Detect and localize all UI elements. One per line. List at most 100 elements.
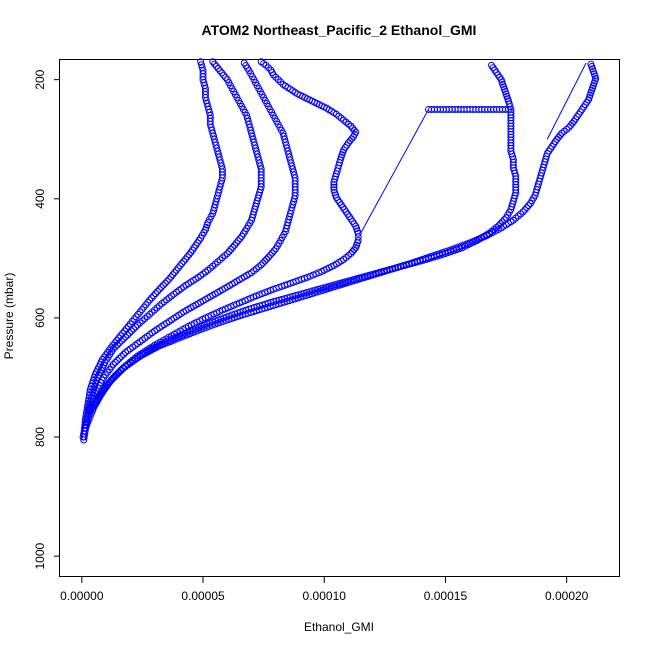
y-axis-title: Pressure (mbar) — [2, 273, 16, 360]
data-point — [119, 335, 127, 343]
data-point — [174, 264, 182, 272]
data-point — [209, 58, 217, 66]
data-point — [146, 296, 154, 304]
plot-area — [79, 58, 600, 444]
data-point — [223, 250, 231, 258]
data-point — [264, 64, 272, 72]
data-point — [181, 255, 189, 263]
data-point — [150, 292, 158, 300]
data-point — [155, 285, 163, 293]
data-point — [568, 119, 576, 127]
data-point — [236, 235, 244, 243]
data-point — [128, 327, 136, 335]
data-point — [227, 245, 235, 253]
data-point — [280, 132, 288, 140]
y-tick-label: 600 — [33, 308, 47, 328]
data-point — [171, 268, 179, 276]
data-point — [272, 73, 280, 81]
data-point — [185, 251, 193, 259]
data-point — [264, 253, 272, 261]
data-point — [349, 124, 357, 132]
data-point — [267, 66, 275, 74]
data-point — [109, 360, 117, 368]
data-point — [106, 378, 114, 386]
data-point — [231, 241, 239, 249]
y-axis: 200 400 600 800 1000 — [33, 69, 60, 570]
data-point — [148, 294, 156, 302]
data-point — [502, 105, 510, 113]
data-point — [125, 329, 133, 337]
data-point — [159, 281, 167, 289]
data-point — [274, 76, 282, 84]
data-point — [218, 69, 226, 77]
data-point — [330, 186, 338, 194]
data-point — [211, 60, 219, 68]
y-tick-label: 800 — [33, 427, 47, 447]
data-point — [259, 259, 267, 267]
x-tick-label: 0.00005 — [181, 589, 225, 603]
data-point — [104, 380, 112, 388]
data-point — [261, 257, 269, 265]
data-point — [225, 247, 233, 255]
data-point — [113, 341, 121, 349]
data-point — [330, 183, 338, 191]
data-point — [223, 76, 231, 84]
data-point — [178, 260, 186, 268]
data-point — [119, 350, 127, 358]
data-point — [214, 64, 222, 72]
data-point — [176, 262, 184, 270]
data-point — [113, 356, 121, 364]
x-axis: 0.00000 0.00005 0.00010 0.00015 0.00020 — [60, 577, 589, 603]
data-point — [102, 382, 110, 390]
data-point — [257, 261, 265, 269]
data-point — [240, 59, 248, 67]
data-point — [165, 275, 173, 283]
data-point — [111, 343, 119, 351]
data-point — [212, 62, 220, 70]
data-point — [169, 271, 177, 279]
x-axis-title: Ethanol_GMI — [304, 620, 374, 634]
data-point — [153, 287, 161, 295]
data-point — [183, 253, 191, 261]
data-point — [172, 266, 180, 274]
data-point — [234, 237, 242, 245]
data-point — [277, 78, 285, 86]
x-tick-label: 0.00020 — [545, 589, 589, 603]
data-point — [587, 60, 595, 68]
data-point — [524, 202, 532, 210]
data-point — [523, 204, 531, 212]
data-point — [216, 67, 224, 75]
data-point — [257, 58, 265, 66]
data-point — [519, 208, 527, 216]
data-point — [197, 61, 205, 69]
data-point — [157, 283, 165, 291]
x-tick-label: 0.00010 — [303, 589, 347, 603]
data-point — [268, 249, 276, 257]
connector-line — [546, 62, 587, 140]
data-point — [243, 114, 251, 122]
data-point — [121, 333, 129, 341]
data-point — [266, 251, 274, 259]
data-point — [130, 325, 138, 333]
data-point — [270, 247, 278, 255]
data-point — [115, 354, 123, 362]
data-point — [263, 255, 271, 263]
data-point — [109, 345, 117, 353]
data-point — [115, 339, 123, 347]
data-point — [161, 279, 169, 287]
data-point — [180, 257, 188, 265]
y-tick-label: 400 — [33, 188, 47, 208]
y-tick-label: 1000 — [33, 542, 47, 569]
data-point — [354, 236, 362, 244]
data-point — [229, 243, 237, 251]
data-point — [132, 323, 140, 331]
data-point — [488, 61, 496, 69]
data-point — [197, 58, 205, 66]
data-point — [221, 73, 229, 81]
data-point — [152, 290, 160, 298]
data-point — [123, 331, 131, 339]
x-tick-label: 0.00015 — [424, 589, 468, 603]
data-point — [495, 222, 503, 230]
data-point — [504, 105, 512, 113]
